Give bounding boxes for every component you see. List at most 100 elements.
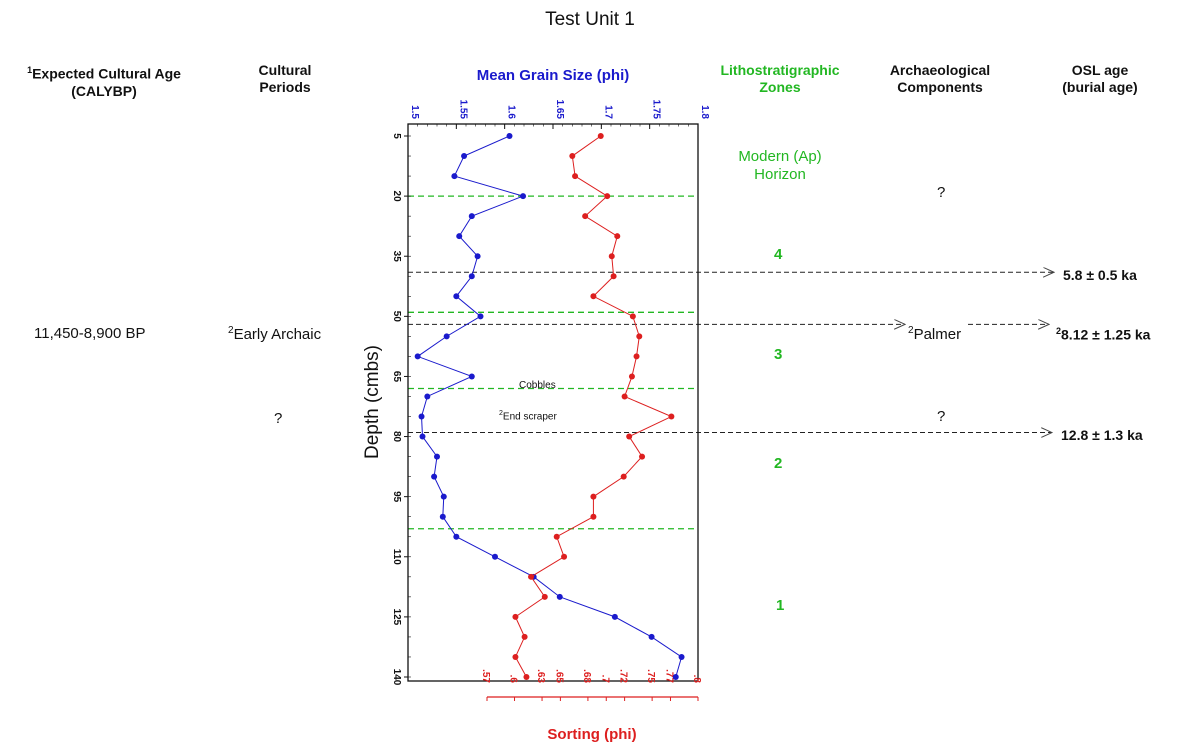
cultural-age-footnote: 1 bbox=[27, 65, 33, 75]
sorting-point bbox=[561, 553, 568, 560]
component-palmer: 2Palmer bbox=[908, 325, 961, 343]
depth-axis-tick-label: 140 bbox=[391, 669, 402, 686]
sorting-point bbox=[608, 253, 615, 260]
grain-size-point bbox=[419, 433, 426, 440]
top-axis-tick-label: 1.65 bbox=[554, 100, 565, 120]
osl-age-1: 5.8 ± 0.5 ka bbox=[1063, 267, 1137, 283]
depth-axis-tick-label: 5 bbox=[391, 133, 402, 139]
grain-size-point bbox=[434, 453, 440, 460]
sorting-point bbox=[668, 413, 675, 420]
lith-line1: Lithostratigraphic bbox=[720, 62, 840, 78]
sorting-point bbox=[626, 433, 633, 440]
grain-size-point bbox=[468, 273, 475, 280]
cultural-age-range: 11,450-8,900 BP bbox=[34, 325, 146, 342]
grain-size-point bbox=[431, 473, 438, 480]
grain-size-point bbox=[453, 293, 460, 300]
header-lith-zones: Lithostratigraphic Zones bbox=[690, 62, 870, 96]
period-footnote: 2 bbox=[228, 325, 234, 336]
depth-axis-tick-label: 80 bbox=[391, 431, 402, 443]
grain-size-point bbox=[453, 533, 460, 540]
cultural-period: 2Early Archaic bbox=[228, 325, 321, 343]
palmer-text: Palmer bbox=[913, 326, 962, 343]
depth-axis-tick-label: 50 bbox=[391, 311, 402, 323]
sorting-point bbox=[614, 233, 621, 240]
bottom-axis-tick-label: .65 bbox=[553, 669, 564, 683]
grain-size-point bbox=[468, 373, 475, 380]
sorting-point bbox=[553, 533, 560, 540]
sorting-point bbox=[629, 313, 636, 320]
grain-size-point bbox=[414, 353, 421, 360]
sorting-point bbox=[528, 573, 535, 580]
header-cultural-age: 1Expected Cultural Age (CALYBP) bbox=[6, 62, 202, 100]
grain-size-line bbox=[416, 135, 683, 678]
sorting-point bbox=[620, 473, 627, 480]
cultural-periods-line2: Periods bbox=[259, 79, 311, 95]
grain-size-point bbox=[461, 153, 468, 160]
depth-axis-tick-label: 110 bbox=[391, 549, 402, 566]
grain-size-point bbox=[648, 633, 655, 640]
axes: 1.5 1.55 1.6 1.65 1.7 1.75 1.8 5 20 35 50 65 80 95 110… bbox=[391, 100, 710, 701]
zone-3: 3 bbox=[774, 346, 783, 363]
sorting-point bbox=[523, 674, 530, 680]
depth-axis-title: Depth (cmbs) bbox=[362, 345, 383, 459]
plot-frame bbox=[407, 123, 699, 682]
arch-line2: Components bbox=[897, 79, 983, 95]
axis-labels: Mean Grain Size (phi) Sorting (phi) Depth … bbox=[362, 67, 637, 743]
bottom-axis-tick-label: .8 bbox=[691, 675, 702, 684]
cultural-age-line1: Expected Cultural Age bbox=[32, 65, 181, 82]
depth-axis-tick-label: 125 bbox=[391, 609, 402, 626]
depth-axis-tick-label: 95 bbox=[391, 491, 402, 503]
sorting-point bbox=[610, 273, 617, 280]
sorting-point bbox=[541, 593, 548, 600]
bottom-axis-tick-label: .6 bbox=[508, 675, 519, 684]
grain-size-point bbox=[424, 393, 431, 400]
sorting-point bbox=[590, 513, 597, 520]
bottom-axis-title: Sorting (phi) bbox=[547, 726, 636, 743]
sorting-point bbox=[633, 353, 640, 360]
bottom-axis-tick-label: .63 bbox=[535, 669, 546, 683]
osl-line1: OSL age bbox=[1071, 62, 1129, 78]
sorting-point bbox=[621, 393, 628, 400]
sorting-point bbox=[597, 133, 604, 139]
sorting-point bbox=[590, 493, 597, 500]
cultural-age-line2: (CALYBP) bbox=[71, 82, 137, 99]
cultural-periods-line1: Cultural bbox=[258, 62, 312, 78]
series bbox=[414, 133, 685, 680]
boundary-lines bbox=[408, 195, 1054, 530]
grain-size-point bbox=[456, 233, 463, 240]
zone-modern-line2: Horizon bbox=[754, 166, 806, 183]
period-text: Early Archaic bbox=[233, 326, 322, 343]
zone-4: 4 bbox=[774, 246, 783, 263]
grain-size-point bbox=[440, 493, 447, 500]
lith-line2: Zones bbox=[759, 79, 801, 95]
osl-age-3: 12.8 ± 1.3 ka bbox=[1061, 427, 1143, 443]
sorting-point bbox=[582, 213, 589, 220]
grain-size-point bbox=[611, 613, 618, 620]
palmer-footnote: 2 bbox=[908, 325, 914, 336]
component-upper-unknown: ? bbox=[937, 184, 946, 201]
osl-line2: (burial age) bbox=[1062, 79, 1138, 95]
bottom-axis-tick-label: .75 bbox=[645, 669, 656, 683]
sorting-line bbox=[514, 135, 673, 678]
osl-age-2-footnote: 2 bbox=[1056, 326, 1062, 336]
grain-size-point bbox=[678, 653, 685, 660]
osl-age-2: 28.12 ± 1.25 ka bbox=[1056, 326, 1150, 343]
grain-size-point bbox=[556, 593, 563, 600]
depth-axis-tick-label: 20 bbox=[391, 191, 402, 203]
annotation-cobbles: Cobbles bbox=[519, 380, 556, 391]
header-arch-components: Archaeological Components bbox=[860, 62, 1020, 96]
grain-size-point bbox=[520, 193, 527, 200]
grain-size-point bbox=[451, 173, 458, 180]
sorting-point bbox=[636, 333, 643, 340]
top-axis-tick-label: 1.7 bbox=[602, 105, 613, 119]
bottom-axis-tick-label: .57 bbox=[480, 669, 491, 683]
bottom-axis-tick-label: .7 bbox=[599, 675, 610, 684]
top-axis-tick-label: 1.8 bbox=[699, 105, 710, 119]
grain-size-point bbox=[492, 553, 498, 560]
grain-size-point bbox=[672, 674, 679, 680]
grain-size-point bbox=[468, 213, 475, 220]
sorting-point bbox=[639, 453, 646, 460]
grain-size-point bbox=[439, 513, 446, 520]
